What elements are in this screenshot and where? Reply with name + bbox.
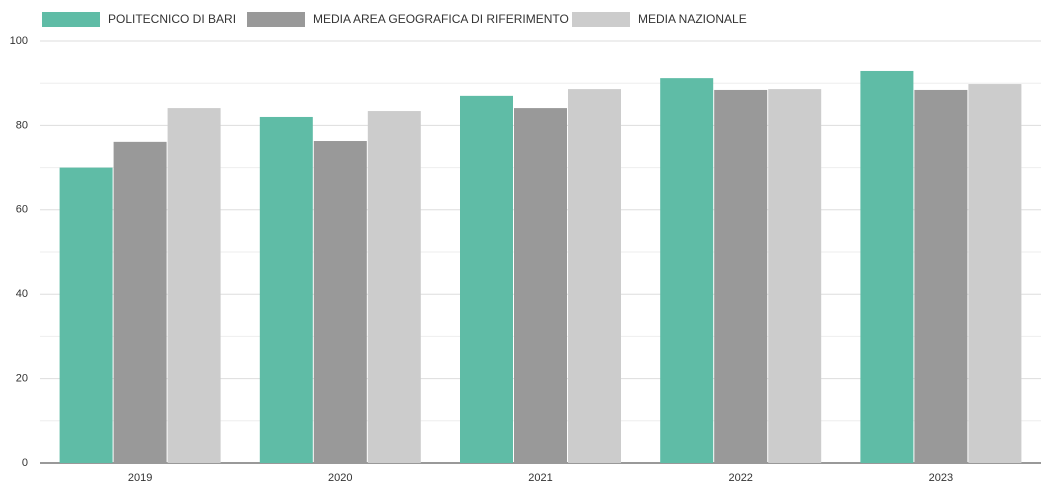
x-tick-label: 2019 xyxy=(128,472,152,482)
bar xyxy=(514,108,567,464)
bar xyxy=(367,111,421,463)
legend-label: POLITECNICO DI BARI xyxy=(108,12,236,26)
bar xyxy=(568,89,621,463)
y-tick-label: 0 xyxy=(22,457,28,469)
legend-label: MEDIA AREA GEOGRAFICA DI RIFERIMENTO xyxy=(313,12,569,26)
y-tick-label: 20 xyxy=(16,373,28,385)
x-tick-label: 2023 xyxy=(929,472,953,482)
legend-swatch xyxy=(572,12,630,27)
legend-swatch xyxy=(247,12,305,27)
bar xyxy=(660,78,714,464)
bar xyxy=(113,141,167,463)
y-tick-label: 60 xyxy=(16,204,28,216)
bar xyxy=(59,167,113,463)
bar xyxy=(313,141,367,463)
legend-swatch xyxy=(42,12,100,27)
bar xyxy=(167,108,221,464)
legend-label: MEDIA NAZIONALE xyxy=(638,12,747,26)
bar xyxy=(768,89,822,463)
bar xyxy=(914,89,968,464)
y-tick-label: 80 xyxy=(16,119,28,131)
bar xyxy=(460,95,513,464)
bar xyxy=(968,84,1022,463)
bar xyxy=(860,70,914,463)
x-tick-label: 2020 xyxy=(328,472,352,482)
x-tick-label: 2022 xyxy=(728,472,752,482)
x-tick-label: 2021 xyxy=(528,472,552,482)
bar xyxy=(259,116,313,464)
bar xyxy=(714,89,768,464)
y-tick-label: 100 xyxy=(10,35,28,47)
y-tick-label: 40 xyxy=(16,288,28,300)
